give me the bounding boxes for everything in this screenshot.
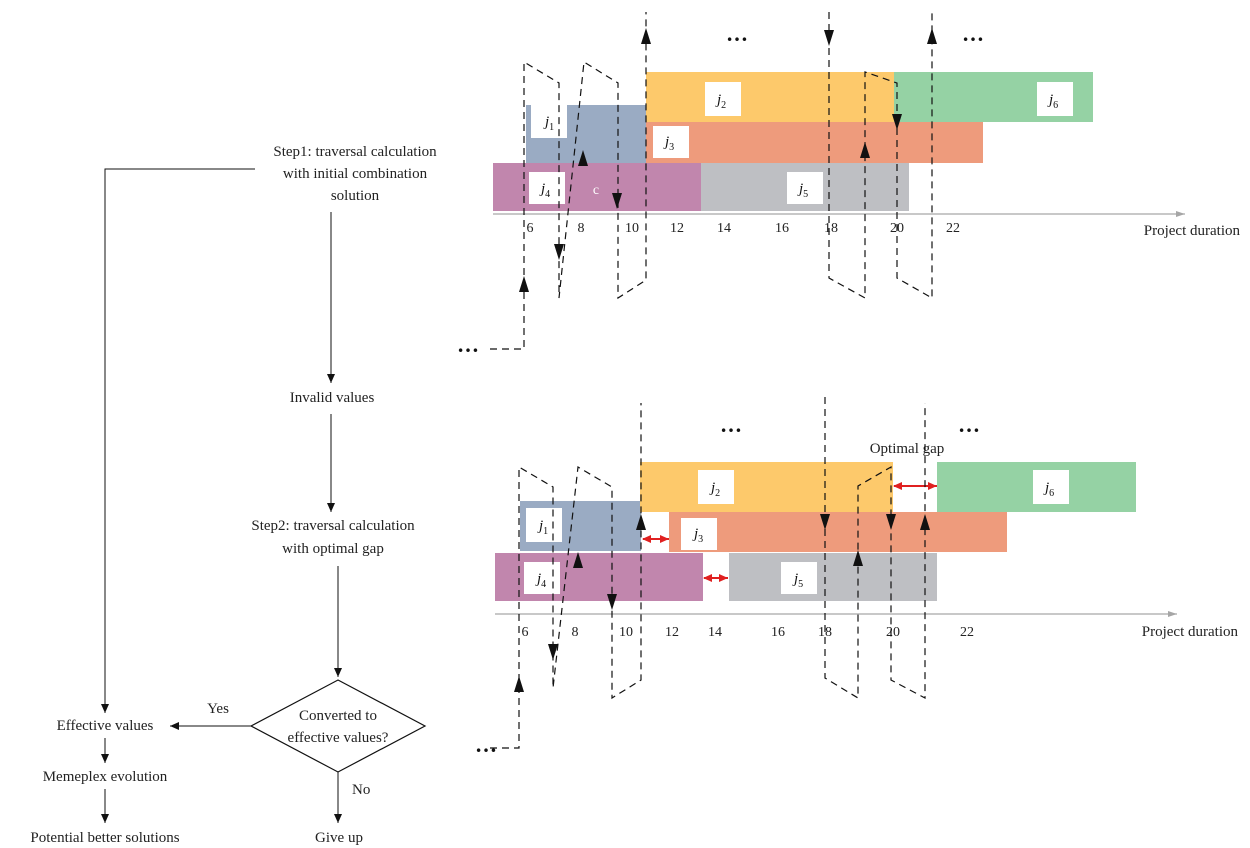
top-traversal-arrowheads <box>519 28 937 292</box>
svg-text:j5: j5 <box>792 571 803 590</box>
top-extra-label-c: c <box>593 183 599 198</box>
bottom-tick-16: 16 <box>771 625 785 640</box>
top-tick-18: 18 <box>824 221 838 236</box>
bottom-label-j5: j5 <box>781 562 817 594</box>
svg-text:j4: j4 <box>539 181 550 200</box>
svg-text:j4: j4 <box>535 571 546 590</box>
decision-text-line1: Converted to <box>299 708 377 724</box>
bottom-tick-18: 18 <box>818 625 832 640</box>
top-bar-j3 <box>646 122 983 163</box>
bottom-tick-8: 8 <box>572 625 579 640</box>
svg-text:j5: j5 <box>797 181 808 200</box>
step2-text-line2: with optimal gap <box>282 541 384 557</box>
top-label-j6: j6 <box>1037 82 1073 116</box>
top-tick-14: 14 <box>717 221 731 236</box>
bottom-traversal-arrowheads <box>514 514 930 692</box>
bottom-bar-j5 <box>729 553 937 601</box>
bottom-ellipsis-1: … <box>720 412 745 437</box>
top-ellipsis-2: … <box>962 21 987 46</box>
effective-values-text: Effective values <box>57 718 154 734</box>
bottom-tick-6: 6 <box>522 625 529 640</box>
optimal-gap-label: Optimal gap <box>870 441 945 457</box>
bottom-tick-12: 12 <box>665 625 679 640</box>
top-bar-j2 <box>646 72 894 122</box>
potential-solutions-text: Potential better solutions <box>30 830 179 846</box>
bottom-tick-22: 22 <box>960 625 974 640</box>
top-gantt: Project duration 6 8 10 12 14 16 18 20 2… <box>457 12 1240 357</box>
bottom-tick-20: 20 <box>886 625 900 640</box>
step1-text-line1: Step1: traversal calculation <box>273 144 437 160</box>
top-bar-j4 <box>493 163 701 211</box>
step2-text-line1: Step2: traversal calculation <box>251 518 415 534</box>
top-label-j4: j4 <box>529 172 565 204</box>
bottom-tick-10: 10 <box>619 625 633 640</box>
top-tick-8: 8 <box>578 221 585 236</box>
svg-text:j3: j3 <box>692 526 703 545</box>
step1-text-line2: with initial combination <box>283 166 428 182</box>
top-tick-16: 16 <box>775 221 789 236</box>
yes-label: Yes <box>207 701 229 717</box>
bottom-axis-label: Project duration <box>1142 624 1239 640</box>
top-label-j1: j1 <box>531 104 567 138</box>
bottom-label-j1: j1 <box>526 508 562 542</box>
no-label: No <box>352 782 370 798</box>
svg-text:j2: j2 <box>715 92 726 111</box>
arrow-step1-to-effective <box>101 168 255 713</box>
flowchart: Step1: traversal calculation with initia… <box>30 144 437 846</box>
bottom-label-j6: j6 <box>1033 470 1069 504</box>
svg-text:j2: j2 <box>709 480 720 499</box>
bottom-ellipsis-3: … <box>475 732 500 757</box>
top-label-j3: j3 <box>653 126 689 158</box>
top-tick-12: 12 <box>670 221 684 236</box>
bottom-tick-14: 14 <box>708 625 722 640</box>
give-up-text: Give up <box>315 830 363 846</box>
bottom-traversal-path <box>490 397 926 749</box>
top-axis-label: Project duration <box>1144 223 1241 239</box>
svg-text:j1: j1 <box>543 114 554 133</box>
memeplex-evolution-text: Memeplex evolution <box>43 769 168 785</box>
bottom-gantt: Optimal gap Project duration 6 8 10 12 1… <box>475 397 1238 757</box>
top-label-j5: j5 <box>787 172 823 204</box>
invalid-values-text: Invalid values <box>290 390 375 406</box>
decision-diamond <box>249 679 427 773</box>
top-traversal-path <box>490 12 933 350</box>
decision-text-line2: effective values? <box>288 730 389 746</box>
svg-text:j6: j6 <box>1043 480 1054 499</box>
top-ellipsis-1: … <box>726 21 751 46</box>
top-ellipsis-3: … <box>457 332 482 357</box>
bottom-bar-j2 <box>640 462 893 512</box>
top-tick-10: 10 <box>625 221 639 236</box>
bottom-label-j3: j3 <box>681 518 717 550</box>
bottom-label-j4: j4 <box>524 562 560 594</box>
bottom-label-j2: j2 <box>698 470 734 504</box>
top-tick-22: 22 <box>946 221 960 236</box>
svg-text:j3: j3 <box>663 134 674 153</box>
top-tick-6: 6 <box>527 221 534 236</box>
svg-text:j1: j1 <box>537 518 548 537</box>
bottom-ellipsis-2: … <box>958 412 983 437</box>
step1-text-line3: solution <box>331 188 380 204</box>
svg-text:j6: j6 <box>1047 92 1058 111</box>
top-label-j2: j2 <box>705 82 741 116</box>
bottom-bar-j3 <box>669 512 1007 552</box>
